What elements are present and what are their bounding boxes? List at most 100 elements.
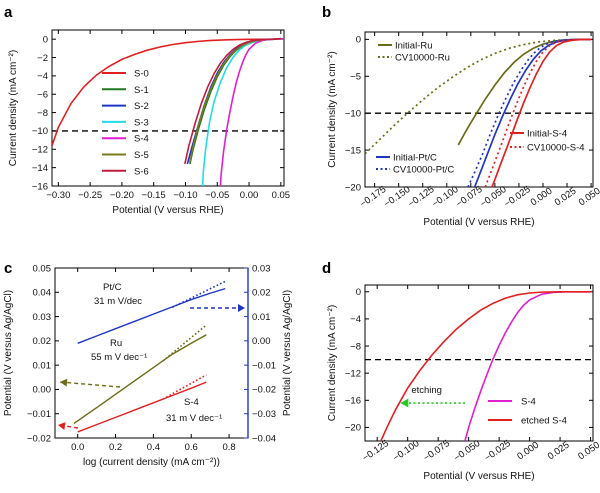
- y-right-tick-label-c: 0.00: [252, 336, 271, 347]
- y-tick-label-a: −6: [37, 90, 48, 101]
- x-tick-label-b: −0.125: [406, 184, 436, 210]
- x-tick-label-c: 0.0: [71, 442, 84, 453]
- x-tick-label-c: 0.8: [222, 442, 235, 453]
- series-line-s-0: [52, 37, 281, 146]
- y-right-tick-label-c: −0.02: [252, 385, 276, 396]
- y-tick-label-b: −10: [345, 108, 361, 119]
- x-tick-label-b: 0.000: [529, 186, 555, 209]
- y-tick-label-a: −10: [32, 126, 48, 137]
- x-tick-label-b: −0.150: [382, 184, 412, 210]
- legend-label-etched-s-4: etched S-4: [521, 416, 567, 427]
- legend-label-s-0: S-0: [134, 69, 149, 80]
- y-tick-label-c: 0.02: [33, 336, 52, 347]
- legend-label-s-6: S-6: [134, 166, 149, 177]
- panel-label-d: d: [322, 260, 331, 277]
- y-tick-label-c: −0.02: [27, 433, 51, 444]
- x-tick-label-c: 0.6: [185, 442, 198, 453]
- y-tick-label-c: 0.01: [33, 360, 52, 371]
- y-tick-label-a: −8: [37, 108, 48, 119]
- legend-label-cv10000-s-4: CV10000-S-4: [527, 143, 585, 154]
- arrow-head-icon-2: [58, 422, 66, 430]
- legend-label-initial-pt-c: Initial-Pt/C: [393, 153, 437, 164]
- x-axis-label-c: log (current density (mA cm⁻²)): [83, 457, 220, 468]
- y-right-axis-label-c: Potential (V versus Ag/AgCl): [282, 290, 293, 416]
- annotation-label-0: Pt/C: [103, 282, 122, 293]
- etching-label: etching: [411, 385, 442, 396]
- y-tick-label-b: −5: [350, 72, 361, 83]
- panel-label-c: c: [4, 260, 12, 277]
- series-line-initial-ru: [457, 38, 592, 146]
- legend-label-cv10000-pt-c: CV10000-Pt/C: [393, 165, 454, 176]
- x-axis-label-b: Potential (V versus RHE): [423, 217, 534, 228]
- y-axis-label-c: Potential (V versus Ag/AgCl): [3, 290, 14, 416]
- x-tick-label-b: −0.075: [454, 184, 484, 210]
- y-tick-label-c: −0.01: [27, 409, 51, 420]
- panel-label-a: a: [4, 4, 13, 21]
- x-tick-label-b: −0.100: [430, 184, 460, 210]
- y-tick-label-d: 0: [356, 287, 361, 298]
- arrow-head-icon-0: [238, 304, 245, 312]
- y-tick-label-c: 0.00: [33, 385, 52, 396]
- x-tick-label-a: −0.15: [142, 190, 166, 201]
- y-tick-label-b: −20: [345, 182, 361, 193]
- y-right-tick-label-c: −0.01: [252, 360, 276, 371]
- y-axis-label-a: Current density (mA cm⁻²): [8, 50, 19, 166]
- legend-label-s-1: S-1: [134, 85, 149, 96]
- panel-a: a −0.30 −0.25 −0.20 −0.15 −0.10 −0.05 0.00 0.05…: [4, 4, 290, 216]
- y-tick-label-a: −4: [37, 71, 48, 82]
- x-tick-label-d: −0.125: [361, 438, 391, 464]
- legend-label-s-3: S-3: [134, 117, 149, 128]
- x-tick-label-a: −0.20: [110, 190, 134, 201]
- y-right-tick-label-c: 0.03: [252, 263, 271, 274]
- y-tick-label-a: −16: [32, 181, 48, 192]
- x-tick-label-b: −0.175: [358, 184, 388, 210]
- y-tick-label-d: −8: [350, 341, 361, 352]
- x-axis-label-d: Potential (V versus RHE): [423, 471, 534, 482]
- panel-b: b −0.175−0.150−0.125−0.100−0.075−0.050−0…: [322, 4, 600, 228]
- y-right-tick-label-c: −0.03: [252, 409, 276, 420]
- y-tick-label-d: −20: [345, 423, 361, 434]
- y-tick-label-c: 0.04: [33, 288, 52, 299]
- y-right-tick-label-c: 0.02: [252, 288, 271, 299]
- series-line-etched-s-4: [380, 290, 591, 441]
- legend-label-s-2: S-2: [134, 101, 149, 112]
- x-tick-label-c: 0.2: [109, 442, 122, 453]
- x-tick-label-d: 0.025: [546, 440, 572, 463]
- legend-label-initial-ru: Initial-Ru: [395, 41, 433, 52]
- y-tick-label-d: −12: [345, 368, 361, 379]
- plot-frame-b: [364, 31, 594, 188]
- x-tick-label-a: 0.00: [240, 190, 259, 201]
- annotation-label-3: 55 m V dec⁻¹: [91, 352, 147, 363]
- series-line-s-6: [184, 37, 281, 165]
- x-tick-label-a: −0.30: [46, 190, 70, 201]
- y-right-tick-label-c: −0.04: [252, 433, 276, 444]
- legend-label-s-5: S-5: [134, 150, 149, 161]
- data-dots-pt-c: [171, 280, 226, 309]
- legend-label-cv10000-ru: CV10000-Ru: [395, 53, 450, 64]
- y-tick-label-d: −16: [345, 396, 361, 407]
- arrow-line-1: [59, 381, 121, 388]
- y-tick-label-c: 0.03: [33, 312, 52, 323]
- arrow-head-icon-1: [60, 378, 68, 387]
- y-axis-label-d: Current density (mA cm⁻²): [327, 305, 338, 421]
- y-tick-label-b: −15: [345, 145, 361, 156]
- fit-line-pt-c: [77, 287, 226, 344]
- y-tick-label-a: −14: [32, 163, 48, 174]
- plot-frame-d: [364, 284, 594, 442]
- y-tick-label-a: −2: [37, 53, 48, 64]
- plot-frame-a: [51, 29, 285, 187]
- y-tick-label-b: 0: [356, 35, 361, 46]
- x-axis-label-a: Potential (V versus RHE): [112, 205, 223, 216]
- annotation-label-5: 31 m V dec⁻¹: [166, 413, 222, 424]
- data-dots-s-4: [162, 374, 207, 400]
- x-tick-label-a: −0.10: [173, 190, 197, 201]
- series-line-cv10000-pt-c: [467, 38, 592, 187]
- legend-label-initial-s-4: Initial-S-4: [527, 129, 567, 140]
- legend-label-s-4: S-4: [134, 134, 149, 145]
- series-line-s-5: [189, 37, 281, 163]
- y-tick-label-a: −12: [32, 145, 48, 156]
- y-tick-label-d: −4: [350, 314, 361, 325]
- annotation-label-4: S-4: [184, 397, 199, 408]
- panel-c: c 0.0 0.2 0.4 0.6 0.8 −0.02 −0.01 0.00 0.01 0.02 0…: [3, 260, 293, 468]
